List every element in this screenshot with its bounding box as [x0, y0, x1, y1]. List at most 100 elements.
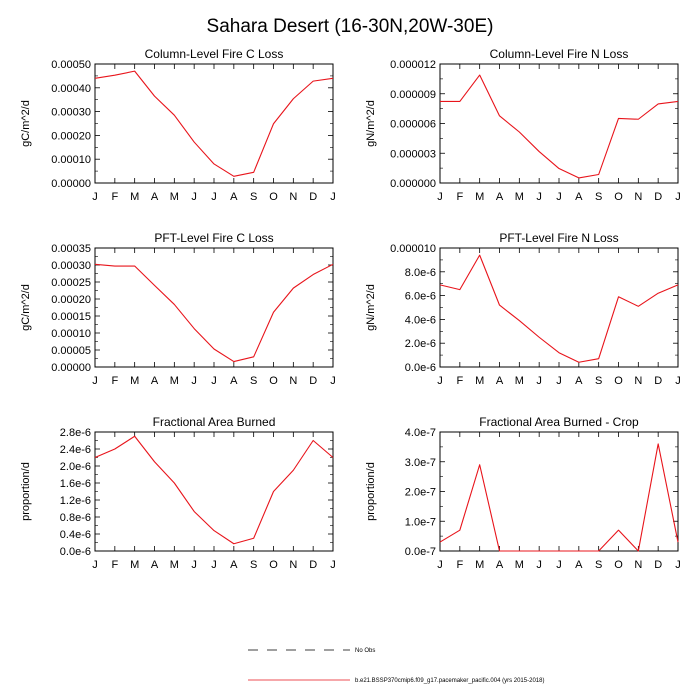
y-tick-label: 0.00050 [51, 59, 91, 71]
plot-frame [439, 63, 679, 184]
y-tick-label: 0.4e-6 [60, 529, 91, 541]
x-tick-label: A [151, 191, 159, 203]
series-line [439, 254, 679, 363]
panel-2: Column-Level Fire N Loss 0.000000 0.000003… [365, 47, 681, 203]
x-tick-label: N [289, 191, 297, 203]
x-tick-label: M [475, 559, 484, 571]
legend-obs-label: No Obs [355, 648, 375, 654]
x-tick-label: A [230, 375, 238, 387]
x-tick-label: N [634, 375, 642, 387]
y-tick-label: 1.6e-6 [60, 478, 91, 490]
x-tick-label: M [130, 375, 139, 387]
legend: No Obs b.e21.BSSP370cmip6.f09_g17.pacema… [248, 648, 544, 684]
x-tick-label: A [151, 559, 159, 571]
x-tick-label: J [675, 559, 681, 571]
x-tick-label: A [496, 375, 504, 387]
y-tick-label: 0.00010 [51, 154, 91, 166]
y-tick-label: 4.0e-6 [405, 314, 436, 326]
x-tick-label: M [515, 191, 524, 203]
x-tick-label: S [595, 559, 602, 571]
y-tick-label: 2.8e-6 [60, 427, 91, 439]
x-tick-label: D [309, 559, 317, 571]
x-tick-label: A [575, 375, 583, 387]
y-tick-label: 0.00030 [51, 107, 91, 119]
x-tick-label: M [515, 375, 524, 387]
x-tick-label: M [170, 191, 179, 203]
series-line [439, 443, 679, 552]
x-tick-label: J [556, 191, 562, 203]
y-tick-label: 0.00035 [51, 243, 91, 255]
y-tick-label: 0.00030 [51, 260, 91, 272]
x-tick-label: O [614, 191, 623, 203]
x-tick-label: N [634, 559, 642, 571]
x-tick-label: D [654, 191, 662, 203]
x-tick-label: M [130, 191, 139, 203]
y-tick-label: 1.2e-6 [60, 495, 91, 507]
x-tick-label: J [211, 559, 217, 571]
y-tick-label: 0.000009 [390, 89, 436, 101]
y-axis-label: proportion/d [20, 462, 32, 521]
y-tick-label: 0.00020 [51, 130, 91, 142]
plot-frame [439, 431, 679, 552]
x-tick-label: J [191, 559, 197, 571]
x-tick-label: O [269, 559, 278, 571]
x-tick-label: M [170, 375, 179, 387]
x-tick-label: J [92, 191, 98, 203]
y-tick-label: 0.000000 [390, 178, 436, 190]
chart-panels: Column-Level Fire C Loss 0.00000 0.00010 0.… [20, 47, 681, 571]
y-tick-label: 0.00010 [51, 328, 91, 340]
panel-title: Fractional Area Burned [153, 415, 276, 429]
y-tick-label: 2.0e-6 [405, 338, 436, 350]
x-tick-label: J [536, 559, 542, 571]
y-tick-label: 0.00040 [51, 83, 91, 95]
plot-frame [94, 63, 334, 184]
x-tick-label: O [614, 559, 623, 571]
y-axis-label: gN/m^2/d [365, 284, 377, 331]
x-tick-label: J [191, 375, 197, 387]
x-tick-label: A [496, 559, 504, 571]
y-tick-label: 2.0e-6 [60, 461, 91, 473]
x-tick-label: J [191, 191, 197, 203]
x-tick-label: F [456, 559, 463, 571]
x-tick-label: J [330, 559, 336, 571]
y-tick-label: 2.4e-6 [60, 444, 91, 456]
x-tick-label: N [634, 191, 642, 203]
y-tick-label: 6.0e-6 [405, 291, 436, 303]
x-tick-label: J [675, 191, 681, 203]
x-tick-label: A [151, 375, 159, 387]
x-tick-label: J [92, 559, 98, 571]
y-tick-label: 0.8e-6 [60, 512, 91, 524]
x-tick-label: J [92, 375, 98, 387]
x-tick-label: J [536, 375, 542, 387]
x-tick-label: J [437, 559, 443, 571]
x-tick-label: J [536, 191, 542, 203]
x-tick-label: N [289, 375, 297, 387]
x-tick-label: A [230, 559, 238, 571]
x-tick-label: J [556, 375, 562, 387]
x-tick-label: S [595, 191, 602, 203]
panel-title: Fractional Area Burned - Crop [479, 415, 639, 429]
x-tick-label: M [170, 559, 179, 571]
x-tick-label: D [309, 375, 317, 387]
panel-title: PFT-Level Fire C Loss [154, 231, 273, 245]
y-tick-label: 1.0e-7 [405, 516, 436, 528]
plot-frame [439, 247, 679, 368]
x-tick-label: F [456, 375, 463, 387]
y-tick-label: 8.0e-6 [405, 267, 436, 279]
x-tick-label: J [330, 375, 336, 387]
y-tick-label: 0.000006 [390, 119, 436, 131]
x-tick-label: J [437, 191, 443, 203]
x-tick-label: M [475, 375, 484, 387]
x-tick-label: S [595, 375, 602, 387]
panel-5: Fractional Area Burned 0.0e-6 0.4e-6 0.8e-6… [20, 415, 336, 571]
y-tick-label: 0.00015 [51, 311, 91, 323]
x-tick-label: J [675, 375, 681, 387]
legend-model-label: b.e21.BSSP370cmip6.f09_g17.pacemaker_pac… [355, 678, 544, 684]
panel-6: Fractional Area Burned - Crop 0.0e-7 1.0e-… [365, 415, 681, 571]
x-tick-label: N [289, 559, 297, 571]
x-tick-label: M [515, 559, 524, 571]
x-tick-label: D [654, 375, 662, 387]
y-tick-label: 0.0e-6 [60, 546, 91, 558]
x-tick-label: F [456, 191, 463, 203]
